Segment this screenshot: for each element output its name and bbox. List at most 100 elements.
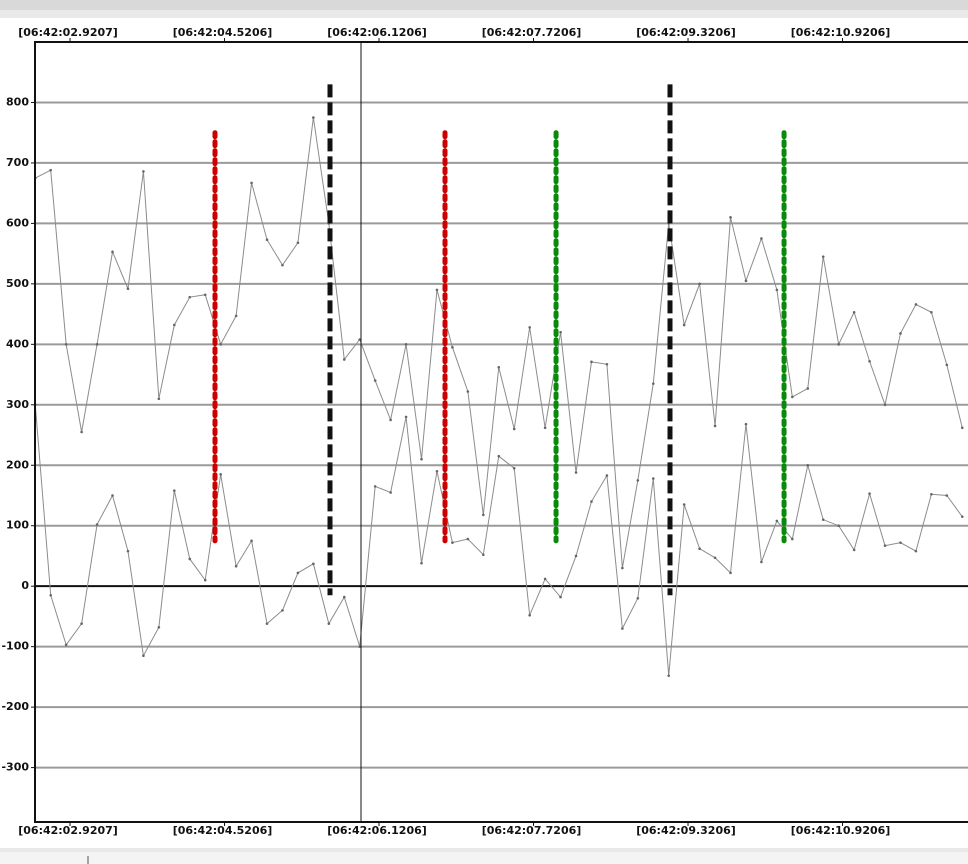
data-point — [930, 492, 933, 496]
data-point — [188, 295, 192, 299]
data-point — [80, 622, 83, 625]
x-tick-label-top: [06:42:04.5206] — [173, 26, 273, 39]
data-point — [358, 338, 362, 341]
data-point — [342, 358, 346, 361]
data-point — [868, 359, 871, 363]
data-point — [682, 323, 686, 327]
data-point — [528, 613, 531, 617]
data-point — [559, 330, 562, 334]
data-point — [837, 343, 840, 346]
data-point — [126, 549, 130, 553]
data-point — [157, 397, 161, 401]
y-tick-label: 200 — [6, 458, 29, 471]
data-point — [791, 395, 794, 399]
data-point — [64, 643, 68, 647]
data-point — [111, 250, 114, 254]
y-tick-label: 400 — [6, 337, 29, 350]
data-point — [203, 578, 207, 582]
data-point — [126, 287, 130, 290]
x-tick-label-top: [06:42:10.9206] — [791, 26, 891, 39]
top-bar — [0, 0, 968, 10]
data-point — [420, 457, 423, 461]
data-point — [636, 596, 640, 600]
data-point — [760, 237, 763, 240]
data-point — [64, 343, 68, 346]
data-point — [296, 571, 300, 575]
data-point — [373, 485, 377, 488]
data-point — [451, 541, 454, 544]
data-point — [821, 518, 825, 521]
data-point — [899, 541, 902, 544]
data-point — [698, 282, 701, 286]
data-point — [605, 474, 609, 477]
data-point — [234, 314, 238, 318]
data-point — [250, 539, 253, 543]
data-point — [621, 627, 624, 630]
x-tick-label-bottom: [06:42:04.5206] — [173, 824, 273, 837]
data-point — [219, 343, 222, 346]
data-point — [95, 343, 99, 346]
data-point — [420, 561, 423, 565]
data-point — [312, 562, 315, 566]
data-point — [914, 303, 918, 306]
data-point — [265, 238, 269, 242]
x-tick-label-top: [06:42:06.1206] — [327, 26, 427, 39]
data-point — [497, 366, 501, 369]
data-point — [250, 181, 253, 185]
data-point — [837, 524, 840, 528]
data-point — [435, 470, 439, 473]
data-point — [744, 422, 748, 426]
data-point — [49, 168, 53, 172]
data-point — [713, 556, 717, 560]
x-tick-label-bottom: [06:42:06.1206] — [327, 824, 427, 837]
data-point — [173, 489, 176, 492]
data-point — [373, 379, 377, 382]
data-point — [466, 390, 470, 393]
data-point — [651, 477, 655, 480]
x-tick-label-bottom: [06:42:02.9207] — [18, 824, 118, 837]
x-tick-label-top: [06:42:09.3206] — [636, 26, 736, 39]
data-point — [775, 288, 779, 292]
data-point — [358, 645, 362, 648]
data-point — [512, 466, 516, 470]
x-tick-label-top: [06:42:07.7206] — [482, 26, 582, 39]
x-tick-label-top: [06:42:02.9207] — [18, 26, 118, 39]
y-tick-label: 300 — [6, 398, 29, 411]
y-tick-label: 0 — [21, 579, 29, 592]
data-point — [883, 403, 887, 407]
data-point — [327, 622, 331, 625]
data-point — [574, 471, 578, 474]
data-point — [636, 479, 640, 482]
data-point — [312, 116, 315, 119]
data-point — [389, 491, 392, 494]
data-point — [667, 674, 671, 677]
data-point — [203, 293, 207, 297]
data-point — [930, 310, 933, 314]
data-point — [791, 537, 794, 541]
x-tick-label-bottom: [06:42:10.9206] — [791, 824, 891, 837]
data-point — [605, 362, 609, 366]
data-point — [95, 523, 99, 526]
data-point — [342, 595, 346, 599]
y-tick-label: 600 — [6, 216, 29, 229]
data-point — [729, 571, 732, 575]
data-point — [852, 310, 856, 314]
y-tick-label: 800 — [6, 95, 29, 108]
data-point — [574, 554, 578, 558]
data-point — [80, 430, 83, 434]
data-point — [451, 346, 454, 349]
data-point — [868, 492, 871, 495]
data-point — [528, 326, 531, 329]
data-point — [157, 626, 161, 629]
data-point — [281, 263, 284, 267]
data-point — [682, 503, 686, 506]
data-point — [188, 557, 192, 561]
scroll-bar[interactable] — [0, 852, 968, 864]
data-point — [744, 279, 748, 283]
data-point — [883, 544, 887, 547]
y-tick-label: 500 — [6, 277, 29, 290]
y-tick-label: -100 — [1, 640, 29, 653]
y-tick-label: 700 — [6, 156, 29, 169]
data-point — [852, 548, 856, 552]
data-point — [281, 609, 284, 612]
